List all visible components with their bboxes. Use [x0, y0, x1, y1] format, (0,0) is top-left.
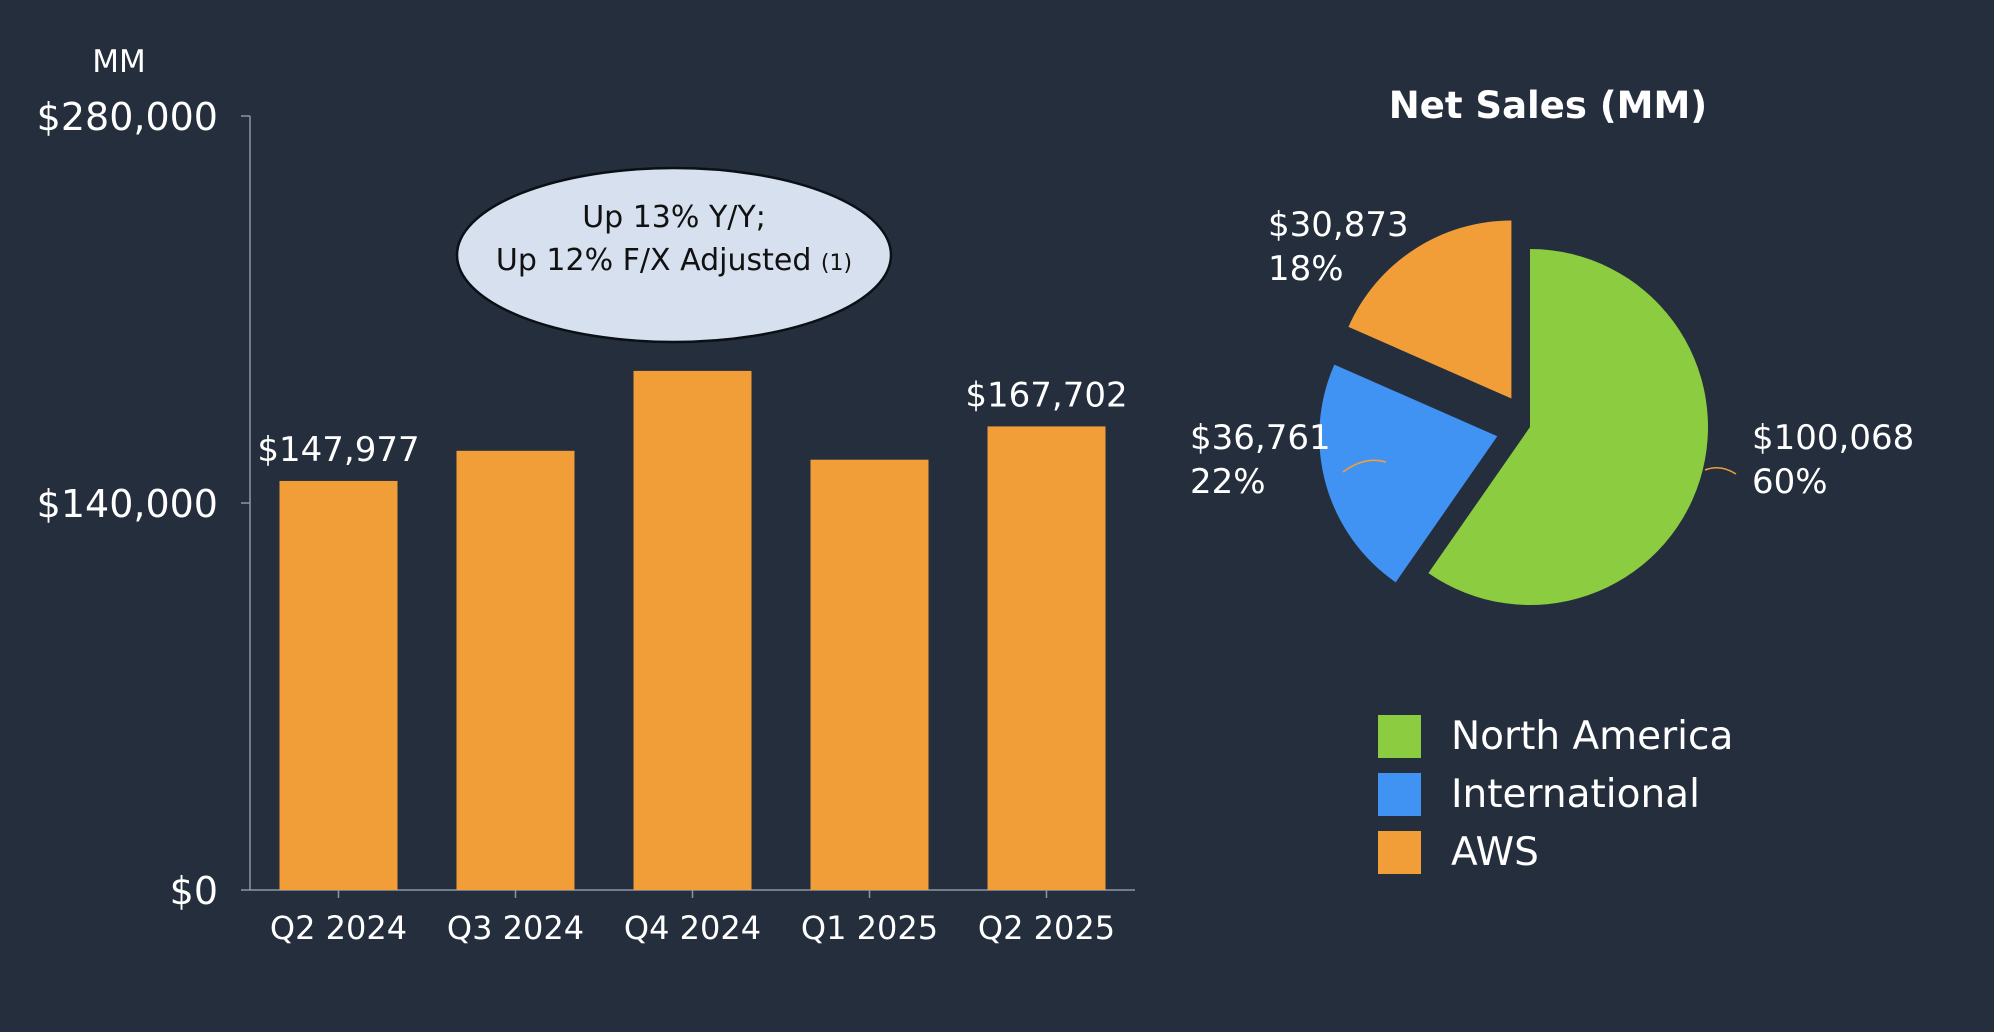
legend-swatch: [1378, 714, 1421, 758]
bar-q3-2024: [456, 450, 575, 890]
pie-percent-label: 22%: [1190, 462, 1266, 502]
pie-slice-north-america: [1428, 249, 1708, 606]
pie-slice-international: [1319, 364, 1498, 583]
pie-legend: North America International AWS: [1378, 707, 1798, 881]
growth-callout-text: Up 12% F/X Adjusted: [496, 243, 821, 278]
growth-callout-line-2: Up 12% F/X Adjusted (1): [496, 243, 852, 278]
legend-item-north-america: North America: [1378, 707, 1798, 765]
growth-callout-bubble: [455, 166, 893, 344]
y-tick-label: $0: [170, 869, 218, 913]
pie-leader-line: [1431, 256, 1456, 281]
bar-data-label: $147,977: [257, 430, 419, 470]
pie-percent-label: 18%: [1268, 249, 1344, 289]
bar-data-label: $167,702: [965, 375, 1127, 415]
pie-value-label: $36,761: [1190, 418, 1331, 458]
pie-value-label: $30,873: [1268, 205, 1409, 245]
x-tick-label: Q4 2024: [624, 909, 761, 947]
x-tick-label: Q2 2024: [270, 909, 407, 947]
growth-callout-line-1: Up 13% Y/Y;: [582, 200, 766, 235]
pie-chart-title: Net Sales (MM): [1389, 84, 1707, 127]
bar-q4-2024: [633, 370, 752, 890]
legend-swatch: [1378, 772, 1421, 816]
x-tick-label: Q3 2024: [447, 909, 584, 947]
pie-slice-aws: [1348, 220, 1512, 399]
y-tick-label: $140,000: [37, 482, 218, 526]
pie-value-label: $100,068: [1752, 418, 1914, 458]
pie-percent-label: 60%: [1752, 462, 1828, 502]
legend-item-aws: AWS: [1378, 823, 1798, 881]
legend-swatch: [1378, 830, 1421, 874]
pie-leader-line: [1704, 466, 1737, 475]
x-tick-label: Q2 2025: [978, 909, 1115, 947]
legend-item-international: International: [1378, 765, 1798, 823]
legend-label: AWS: [1451, 829, 1539, 875]
x-tick-label: Q1 2025: [801, 909, 938, 947]
legend-label: North America: [1451, 713, 1734, 759]
bar-q2-2025: [987, 426, 1106, 890]
bar-q2-2024: [279, 480, 398, 890]
pie-leader-line: [1342, 459, 1387, 473]
y-axis-unit-label: MM: [92, 44, 146, 80]
y-tick-label: $280,000: [37, 95, 218, 139]
growth-callout-footnote: (1): [821, 251, 852, 276]
bar-q1-2025: [810, 459, 929, 890]
legend-label: International: [1451, 771, 1700, 817]
